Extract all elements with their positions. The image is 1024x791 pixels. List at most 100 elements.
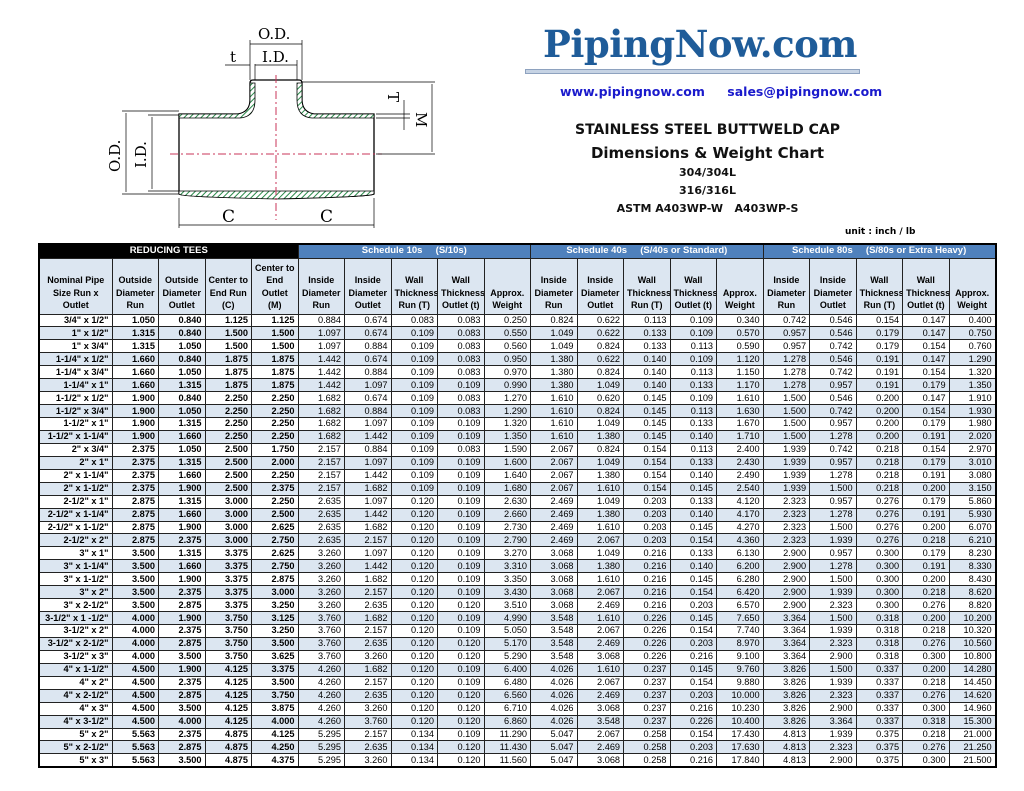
- value-cell: 2.067: [576, 624, 625, 638]
- value-cell: 0.550: [483, 326, 532, 341]
- pipe-size-cell: 1-1/2" x 1-1/4": [38, 429, 113, 444]
- value-cell: 2.635: [297, 533, 345, 548]
- table-row: 2-1/2" x 1-1/4" 2.875 1.660 3.000 2.500 2.635…: [38, 507, 997, 522]
- column-header: Inside Diameter Outlet: [576, 257, 625, 315]
- value-cell: 5.860: [948, 494, 997, 509]
- value-cell: 1.500: [204, 326, 252, 341]
- contact-links: www.pipingnow.com sales@pipingnow.com: [560, 84, 898, 99]
- value-cell: 2.250: [251, 391, 299, 406]
- value-cell: 0.258: [623, 727, 671, 742]
- value-cell: 0.109: [437, 727, 485, 742]
- value-cell: 2.635: [297, 507, 345, 522]
- pipe-size-cell: 1" x 1/2": [38, 326, 113, 341]
- value-cell: 3.625: [251, 649, 299, 664]
- value-cell: 10.560: [948, 636, 997, 651]
- value-cell: 3.750: [204, 649, 252, 664]
- value-cell: 6.280: [716, 572, 764, 587]
- value-cell: 3.500: [111, 598, 159, 613]
- value-cell: 0.120: [390, 611, 438, 625]
- value-cell: 0.216: [669, 753, 718, 768]
- value-cell: 0.179: [902, 494, 950, 509]
- grade-1: 304/304L: [679, 166, 736, 179]
- table-row: 4" x 3" 4.500 3.500 4.125 3.875 4.260 3.260 0.1…: [38, 701, 997, 716]
- value-cell: 0.133: [669, 417, 718, 431]
- value-cell: 1.939: [809, 675, 857, 690]
- value-cell: 4.026: [530, 688, 578, 703]
- value-cell: 0.300: [855, 572, 904, 587]
- value-cell: 1.350: [948, 378, 997, 393]
- table-row: 2" x 3/4" 2.375 1.050 2.500 1.750 2.157 0.884 0…: [38, 442, 997, 457]
- value-cell: 0.226: [623, 624, 671, 638]
- value-cell: 5.170: [483, 636, 532, 651]
- value-cell: 0.120: [390, 649, 438, 664]
- value-cell: 2.875: [111, 520, 159, 535]
- value-cell: 1.278: [762, 365, 811, 380]
- value-cell: 0.109: [437, 481, 485, 496]
- value-cell: 0.140: [623, 365, 671, 380]
- value-cell: 0.840: [158, 391, 206, 406]
- value-cell: 21.250: [948, 740, 997, 755]
- value-cell: 2.490: [716, 468, 764, 483]
- value-cell: 0.824: [530, 313, 578, 328]
- value-cell: 0.957: [809, 417, 857, 431]
- od-top-label: O.D.: [258, 25, 290, 43]
- value-cell: 2.157: [297, 442, 345, 457]
- value-cell: 0.145: [669, 662, 718, 677]
- value-cell: 1.610: [530, 417, 578, 431]
- value-cell: 8.230: [948, 546, 997, 561]
- value-cell: 0.218: [902, 624, 950, 638]
- column-header: Inside Diameter Outlet: [809, 257, 857, 315]
- value-cell: 0.191: [855, 378, 904, 393]
- pipe-size-cell: 1-1/2" x 1": [38, 417, 113, 431]
- value-cell: 0.824: [576, 442, 625, 457]
- value-cell: 0.109: [437, 572, 485, 587]
- pipe-size-cell: 2-1/2" x 2": [38, 533, 113, 548]
- value-cell: 1.278: [762, 378, 811, 393]
- value-cell: 0.147: [902, 352, 950, 367]
- email-link[interactable]: sales@pipingnow.com: [727, 84, 883, 99]
- value-cell: 0.083: [437, 313, 485, 328]
- value-cell: 0.840: [158, 313, 206, 328]
- value-cell: 0.134: [390, 740, 438, 755]
- value-cell: 1.380: [576, 429, 625, 444]
- value-cell: 0.109: [390, 391, 438, 406]
- value-cell: 1.500: [251, 339, 299, 354]
- pipe-size-cell: 4" x 1-1/2": [38, 662, 113, 677]
- table-row: 2" x 1" 2.375 1.315 2.500 2.000 2.157 1.097 0.1…: [38, 455, 997, 470]
- value-cell: 0.109: [437, 429, 485, 444]
- value-cell: 1.097: [344, 378, 392, 393]
- value-cell: 1.670: [716, 417, 764, 431]
- value-cell: 2.157: [344, 675, 392, 690]
- value-cell: 1.315: [158, 546, 206, 561]
- website-link[interactable]: www.pipingnow.com: [560, 84, 705, 99]
- value-cell: 1.660: [111, 352, 159, 367]
- value-cell: 4.125: [204, 714, 252, 729]
- value-cell: 2.067: [530, 468, 578, 483]
- value-cell: 0.140: [669, 429, 718, 444]
- pipingnow-logo: PipingNow.com: [543, 22, 857, 66]
- value-cell: 11.290: [483, 727, 532, 742]
- value-cell: 0.154: [902, 442, 950, 457]
- value-cell: 0.957: [809, 378, 857, 393]
- value-cell: 2.067: [576, 675, 625, 690]
- value-cell: 4.813: [762, 740, 811, 755]
- value-cell: 2.875: [251, 572, 299, 587]
- value-cell: 3.500: [111, 559, 159, 574]
- value-cell: 2.430: [716, 455, 764, 470]
- value-cell: 3.760: [297, 611, 345, 625]
- value-cell: 0.154: [669, 624, 718, 638]
- value-cell: 0.109: [437, 494, 485, 509]
- value-cell: 2.250: [251, 404, 299, 418]
- table-row: 5" x 2" 5.563 2.375 4.875 4.125 5.295 2.157 0.1…: [38, 727, 997, 742]
- value-cell: 2.469: [530, 533, 578, 548]
- value-cell: 0.203: [623, 507, 671, 522]
- table-row: 3" x 1-1/4" 3.500 1.660 3.375 2.750 3.260 1.44…: [38, 559, 997, 574]
- value-cell: 2.157: [344, 624, 392, 638]
- value-cell: 4.000: [111, 636, 159, 651]
- value-cell: 2.250: [204, 404, 252, 418]
- value-cell: 1.290: [948, 352, 997, 367]
- value-cell: 0.140: [669, 507, 718, 522]
- value-cell: 0.337: [855, 675, 904, 690]
- value-cell: 3.260: [344, 701, 392, 716]
- value-cell: 3.310: [483, 559, 532, 574]
